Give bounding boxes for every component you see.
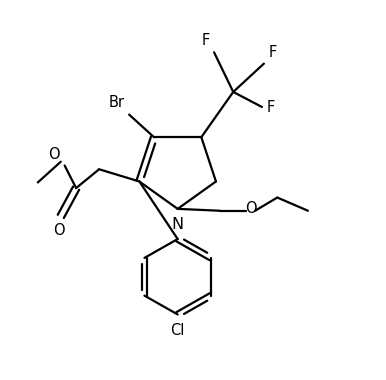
Text: N: N [172,217,184,232]
Text: Cl: Cl [171,323,185,338]
Text: O: O [53,223,65,238]
Text: O: O [245,201,256,216]
Text: F: F [202,33,210,48]
Text: F: F [267,100,275,114]
Text: O: O [48,147,60,163]
Text: Br: Br [108,95,125,110]
Text: F: F [269,45,277,60]
